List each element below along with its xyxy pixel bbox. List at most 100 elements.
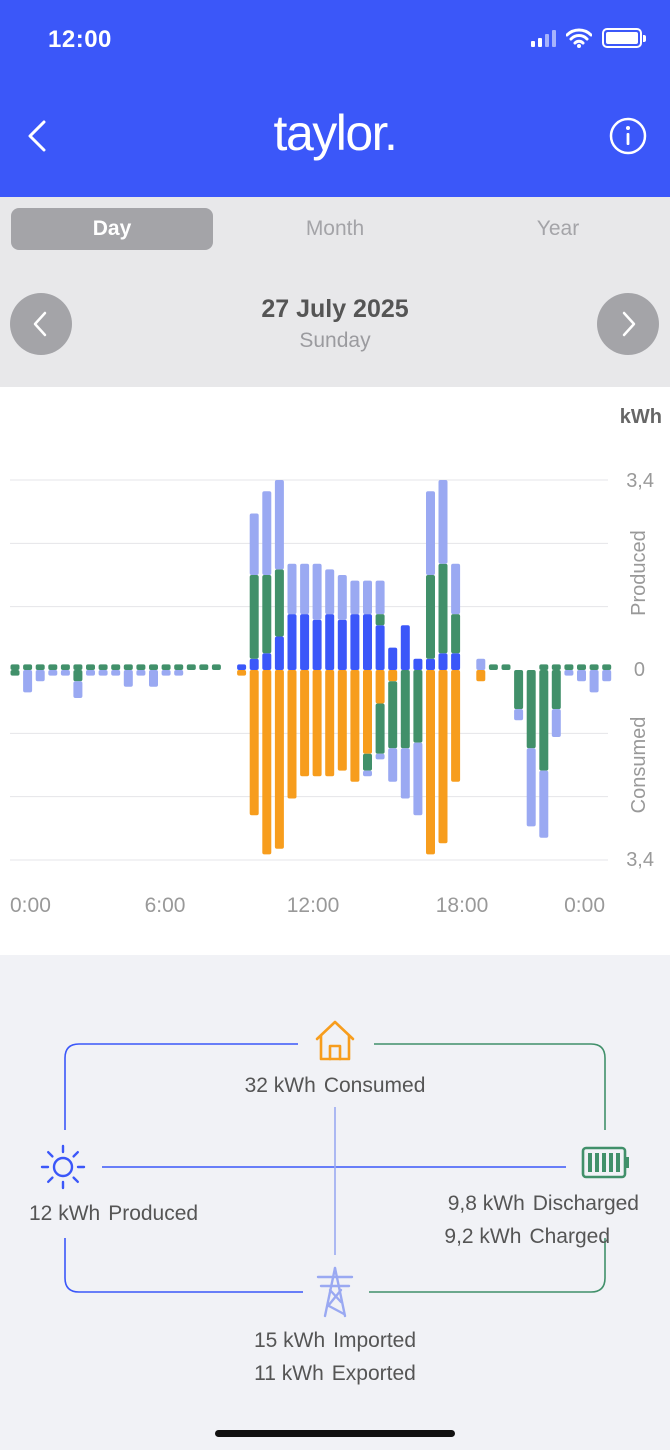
produced-solar-bar [287,614,297,670]
flow-diagram [40,1020,629,1318]
consumed-battery-bar [10,670,20,676]
flow-line-produced-grid [64,1238,303,1293]
produced-battery-bar [426,575,435,659]
produced-solar-bar [375,625,385,670]
charged-label: Charged [529,1225,610,1248]
produced-battery-bar [262,575,272,654]
x-tick-label: 0:00 [10,894,51,917]
charged-summary: 9,2 kWh Charged [444,1225,610,1249]
flow-line-battery-grid [369,1238,606,1293]
selected-date: 27 July 2025 [261,295,409,323]
produced-grid-bar [325,569,335,615]
produced-battery-bar [249,575,259,659]
produced-battery-bar [539,664,549,670]
produced-solar-bar [337,619,347,670]
consumed-consumption-bar [262,670,272,855]
sun-icon [40,1144,86,1190]
discharged-value: 9,8 kWh [447,1192,525,1215]
produced-grid-bar [426,491,435,575]
consumed-grid-bar [400,748,410,799]
produced-solar-bar [388,647,398,670]
produced-solar-bar [350,614,360,670]
produced-solar-bar [451,653,461,670]
produced-battery-bar [211,664,221,670]
consumed-consumption-bar [337,670,347,771]
consumed-consumption-bar [438,670,448,844]
consumed-grid-bar [35,670,45,682]
produced-value: 12 kWh [29,1202,101,1225]
consumed-grid-bar [136,670,146,676]
next-day-button[interactable] [597,293,659,355]
consumed-consumption-bar [363,670,372,754]
chevron-right-icon [622,311,636,337]
produced-solar-bar [237,664,247,670]
produced-grid-bar [300,563,310,615]
produced-grid-bar [476,658,486,670]
consumed-consumption-bar [274,670,284,849]
consumed-consumption-bar [451,670,461,782]
consumed-consumption-bar [300,670,310,777]
consumed-grid-bar [363,770,372,777]
consumed-summary: 32 kWh Consumed [0,1074,670,1098]
back-button[interactable] [22,116,58,156]
status-icons [531,28,646,48]
produced-battery-bar [602,664,612,670]
tab-day[interactable]: Day [11,208,213,250]
consumed-consumption-bar [350,670,360,782]
exported-value: 11 kWh [254,1362,324,1385]
y-tick-top: 3,4 [626,470,654,492]
app-title: taylor. [273,105,398,161]
app-header: 12:00 taylor. [0,0,670,197]
produced-grid-bar [375,580,385,615]
consumed-grid-bar [539,770,549,838]
produced-battery-bar [589,664,599,670]
produced-solar-bar [312,619,322,670]
produced-grid-bar [337,575,347,620]
produced-battery-bar [199,664,209,670]
consumed-label: Consumed [323,1074,426,1097]
consumed-grid-bar [161,670,171,676]
produced-grid-bar [312,563,322,620]
consumed-grid-bar [23,670,33,693]
produced-solar-bar [363,614,372,670]
produced-grid-bar [363,580,372,615]
consumed-grid-bar [174,670,184,676]
produced-battery-bar [375,614,385,626]
produced-summary: 12 kWh Produced [29,1202,198,1226]
consumed-grid-bar [149,670,158,687]
imported-summary: 15 kWh Imported [0,1329,670,1353]
y-tick-bottom: 3,4 [626,849,654,871]
consumed-grid-bar [589,670,599,693]
consumed-grid-bar [388,748,398,782]
charged-value: 9,2 kWh [444,1225,522,1248]
consumed-grid-bar [98,670,108,676]
consumed-consumption-bar [287,670,297,799]
tab-year[interactable]: Year [536,217,580,240]
consumed-battery-bar [388,681,398,749]
period-tabs: Day Month Year [0,197,670,261]
x-tick-label: 6:00 [145,894,186,917]
produced-battery-bar [551,664,561,670]
produced-axis-label: Produced [628,530,650,616]
discharged-summary: 9,8 kWh Discharged [448,1192,639,1216]
produced-grid-bar [262,491,272,575]
produced-grid-bar [274,480,284,570]
imported-label: Imported [333,1329,417,1352]
produced-battery-bar [186,664,196,670]
produced-battery-bar [488,664,498,670]
produced-solar-bar [426,658,435,670]
consumed-grid-bar [375,753,385,760]
consumed-consumption-bar [249,670,259,816]
consumed-grid-bar [86,670,95,676]
produced-solar-bar [400,625,410,670]
energy-bar-chart: kWh 3,4 0 3,4 Produced Consumed 0:00 6:0… [10,406,662,917]
tab-month[interactable]: Month [305,217,365,240]
consumed-grid-bar [48,670,58,676]
info-button[interactable] [608,116,648,156]
previous-day-button[interactable] [10,293,72,355]
chevron-left-icon [33,311,47,337]
consumed-grid-bar [60,670,70,676]
consumed-consumption-bar [325,670,335,777]
produced-battery-bar [35,664,45,670]
produced-battery-bar [48,664,58,670]
